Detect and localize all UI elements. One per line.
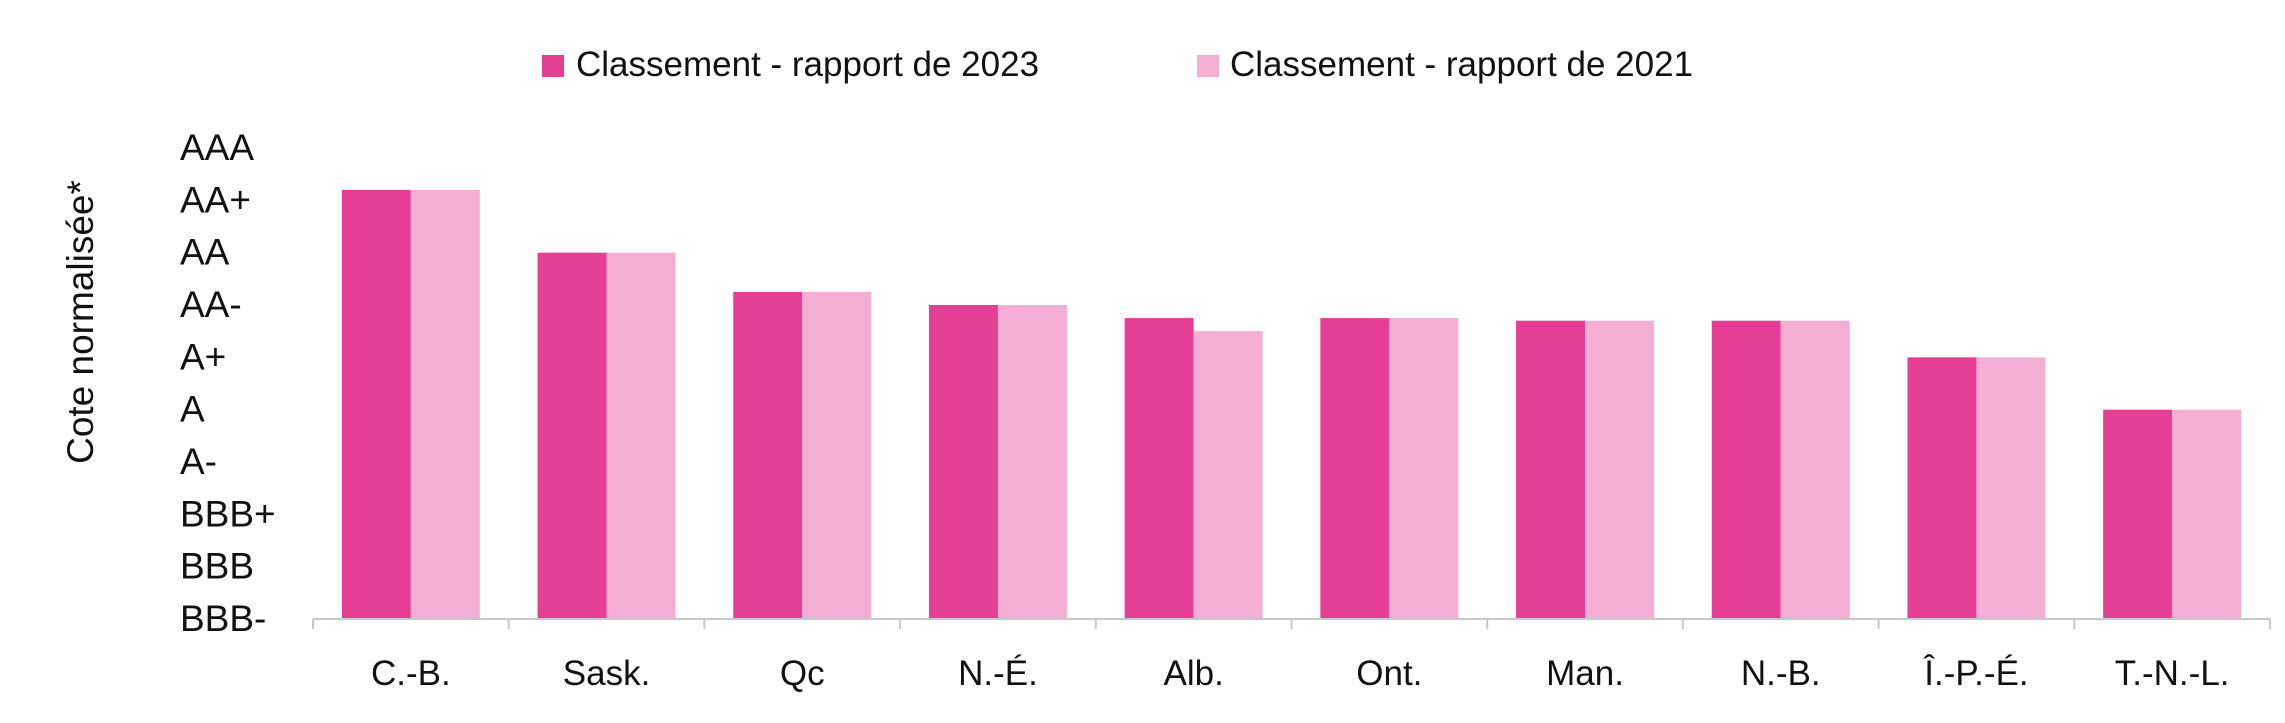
x-tick-label: Qc (780, 654, 825, 693)
bars (341, 189, 2242, 619)
x-tick-label: Ont. (1356, 654, 1422, 693)
x-tick-label: T.-N.-L. (2115, 654, 2230, 693)
bar-2023 (341, 189, 411, 619)
y-tick-label: AA+ (180, 179, 251, 220)
bar-2023 (2103, 409, 2173, 619)
bar-2021 (1389, 318, 1459, 619)
bar-2021 (606, 252, 676, 619)
x-tick-label: Alb. (1163, 654, 1223, 693)
legend-label-2023: Classement - rapport de 2023 (576, 45, 1039, 84)
x-axis-tick-labels: C.-B. Sask. Qc N.-É. Alb. Ont. Man. N.-B. Î.-P.-… (371, 654, 2230, 693)
y-tick-label: BBB+ (180, 493, 276, 534)
bar-2023 (1516, 320, 1586, 619)
x-tick-label: N.-B. (1741, 654, 1821, 693)
y-tick-label: A+ (180, 336, 226, 377)
x-tick-label: Î.-P.-É. (1923, 654, 2028, 693)
bar-2021 (1780, 320, 1850, 619)
x-tick-label: Sask. (563, 654, 651, 693)
y-tick-label: AA- (180, 284, 242, 325)
y-tick-label: AA (180, 232, 230, 273)
y-tick-label: A- (180, 441, 217, 482)
legend-swatch-2023 (542, 55, 564, 77)
y-tick-label: BBB (180, 546, 254, 587)
y-tick-label: A (180, 389, 205, 430)
bar-2021 (1585, 320, 1655, 619)
bar-2021 (2172, 409, 2242, 619)
y-tick-label: BBB- (180, 598, 266, 639)
bar-2021 (802, 291, 872, 619)
x-tick-label: Man. (1546, 654, 1624, 693)
x-axis (312, 618, 2271, 629)
legend-label-2021: Classement - rapport de 2021 (1230, 45, 1693, 84)
x-tick-label: N.-É. (958, 654, 1038, 693)
y-axis-title: Cote normalisée* (60, 180, 101, 464)
bar-2021 (1193, 331, 1263, 619)
bar-2023 (1711, 320, 1781, 619)
bar-2021 (997, 305, 1067, 619)
bar-2023 (928, 305, 998, 619)
bar-2021 (410, 189, 480, 619)
x-tick-label: C.-B. (371, 654, 451, 693)
legend-swatch-2021 (1197, 55, 1219, 77)
bar-2023 (1124, 318, 1194, 619)
legend: Classement - rapport de 2023 Classement … (542, 45, 1693, 84)
y-tick-label: AAA (180, 127, 254, 168)
bar-2023 (537, 252, 607, 619)
bar-2021 (1976, 357, 2046, 619)
bar-2023 (1907, 357, 1977, 619)
bar-2023 (1320, 318, 1390, 619)
bar-2023 (733, 291, 803, 619)
